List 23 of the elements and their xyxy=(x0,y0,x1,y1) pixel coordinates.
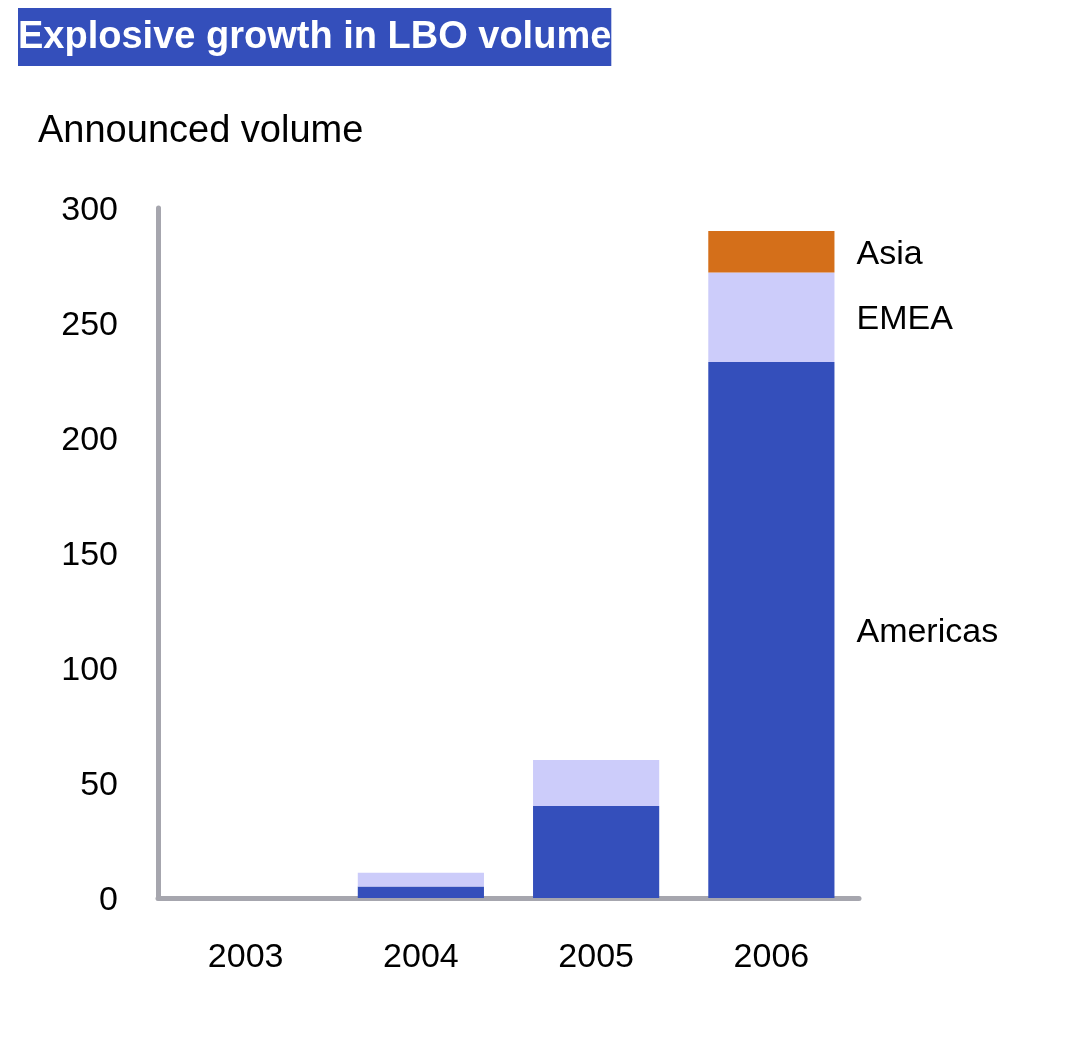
x-tick-label: 2003 xyxy=(207,936,284,974)
x-tick-label: 2005 xyxy=(558,936,634,974)
y-tick-label: 150 xyxy=(61,534,118,572)
bar xyxy=(708,362,835,898)
bar xyxy=(357,872,484,887)
x-tick-label: 2004 xyxy=(383,936,459,974)
bar xyxy=(533,806,660,898)
y-axis-title: Announced volume xyxy=(38,108,364,150)
y-tick-label: 50 xyxy=(80,764,118,802)
bar xyxy=(533,760,660,806)
series-label: EMEA xyxy=(856,298,954,337)
series-label: Americas xyxy=(856,611,999,650)
y-tick-label: 300 xyxy=(61,189,118,227)
bar xyxy=(357,886,484,898)
bar xyxy=(708,272,835,363)
y-tick-label: 200 xyxy=(61,419,118,457)
bar xyxy=(708,231,835,273)
x-tick-label: 2006 xyxy=(733,936,810,974)
chart-title: Explosive growth in LBO volume xyxy=(18,14,612,56)
y-tick-label: 0 xyxy=(99,879,118,917)
y-tick-label: 250 xyxy=(61,304,118,342)
y-tick-label: 100 xyxy=(61,649,118,687)
series-label: Asia xyxy=(856,232,923,271)
